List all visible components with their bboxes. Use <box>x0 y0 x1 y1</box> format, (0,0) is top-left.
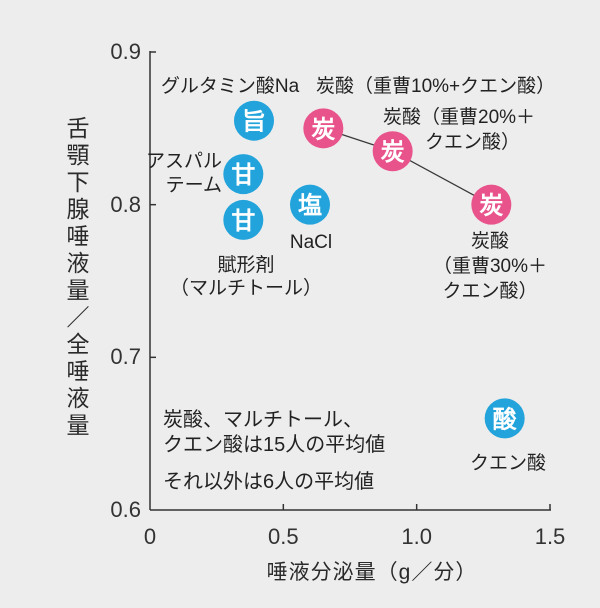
y-tick-label: 0.8 <box>110 191 141 217</box>
point-umami-glutamate-marker <box>234 100 274 141</box>
point-carbonated-30-marker <box>471 184 512 225</box>
point-salty-nacl: 塩 <box>290 184 330 225</box>
point-carbonated-20: 炭 <box>372 131 413 172</box>
label-aspartame-line-2: テーム <box>165 175 222 196</box>
label-maltitol-line-1: 賦形剤 <box>217 255 275 276</box>
x-tick-label: 1.5 <box>534 524 566 549</box>
y-axis-title: 舌顎下腺唾液量／全唾液量 <box>63 116 89 440</box>
label-citric-acid: クエン酸 <box>470 452 546 476</box>
point-carbonated-20-symbol: 炭 <box>381 138 405 166</box>
point-umami-glutamate: 旨 <box>234 100 274 141</box>
label-carbonated-30-line-1: 炭酸 <box>470 231 509 252</box>
label-carbonated-10-line: 炭酸（重曹10%+クエン酸） <box>316 76 556 97</box>
label-glutamate-line: グルタミン酸Na <box>160 76 300 97</box>
point-carbonated-10: 炭 <box>303 108 344 149</box>
point-carbonated-10-symbol: 炭 <box>311 115 335 143</box>
label-carbonated-20: 炭酸（重曹20%＋ クエン酸） <box>383 105 535 155</box>
point-sweet-maltitol: 甘 <box>223 199 264 240</box>
point-sweet-maltitol-marker <box>223 199 264 240</box>
chart-notes: 炭酸、マルチトール、 クエン酸は15人の平均値 それ以外は6人の平均値 <box>163 408 385 495</box>
y-tick-label: 0.9 <box>110 39 141 64</box>
note-line-1: 炭酸、マルチトール、 <box>163 409 363 431</box>
point-sweet-maltitol-symbol: 甘 <box>231 207 255 235</box>
note-line-2: クエン酸は15人の平均値 <box>163 434 386 456</box>
y-tick-label: 0.7 <box>110 344 141 370</box>
point-sweet-aspartame: 甘 <box>223 154 264 195</box>
label-aspartame: アスパル テーム <box>146 150 222 198</box>
point-carbonated-30-symbol: 炭 <box>479 192 503 220</box>
point-sour-citric-acid-marker <box>484 398 525 439</box>
label-glutamate: グルタミン酸Na <box>161 75 299 99</box>
point-salty-nacl-marker <box>290 184 330 225</box>
point-salty-nacl-symbol: 塩 <box>298 192 322 220</box>
point-umami-glutamate-symbol: 旨 <box>242 108 266 136</box>
label-carbonated-30-line-3: クエン酸） <box>442 281 538 302</box>
y-tick-label: 0.6 <box>110 497 141 522</box>
label-carbonated-20-line-2: クエン酸） <box>425 132 521 153</box>
label-carbonated-20-line-1: 炭酸（重曹20%＋ <box>383 107 536 128</box>
point-sour-citric-acid: 酸 <box>484 398 525 439</box>
label-nacl: NaCl <box>290 231 332 255</box>
label-carbonated-30: 炭酸 （重曹30%＋ クエン酸） <box>433 229 547 304</box>
point-sweet-aspartame-symbol: 甘 <box>231 161 255 189</box>
note-line-3: それ以外は6人の平均値 <box>163 471 375 493</box>
x-tick-label: 0.5 <box>268 524 299 549</box>
label-maltitol-line-2: （マルチトール） <box>169 278 323 299</box>
point-sweet-aspartame-marker <box>223 154 264 195</box>
x-tick-label: 0 <box>143 524 157 549</box>
point-sour-citric-acid-symbol: 酸 <box>493 405 518 433</box>
x-axis-title: 唾液分泌量（g／分） <box>266 561 478 584</box>
x-tick-label: 1.0 <box>401 524 432 549</box>
point-carbonated-20-marker <box>372 131 413 172</box>
point-carbonated-30: 炭 <box>471 184 512 225</box>
label-maltitol: 賦形剤 （マルチトール） <box>170 254 322 300</box>
label-citric-acid-line: クエン酸 <box>469 453 547 474</box>
label-aspartame-line-1: アスパル <box>145 151 222 172</box>
label-carbonated-30-line-2: （重曹30%＋ <box>432 256 548 277</box>
tick-marks <box>150 51 551 510</box>
point-carbonated-10-marker <box>303 108 344 149</box>
label-nacl-line: NaCl <box>289 232 333 253</box>
label-carbonated-10: 炭酸（重曹10%+クエン酸） <box>316 75 555 99</box>
